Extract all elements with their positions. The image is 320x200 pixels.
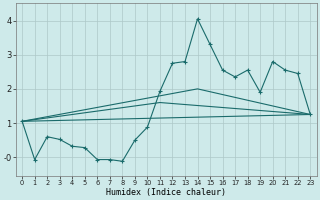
X-axis label: Humidex (Indice chaleur): Humidex (Indice chaleur): [106, 188, 226, 197]
